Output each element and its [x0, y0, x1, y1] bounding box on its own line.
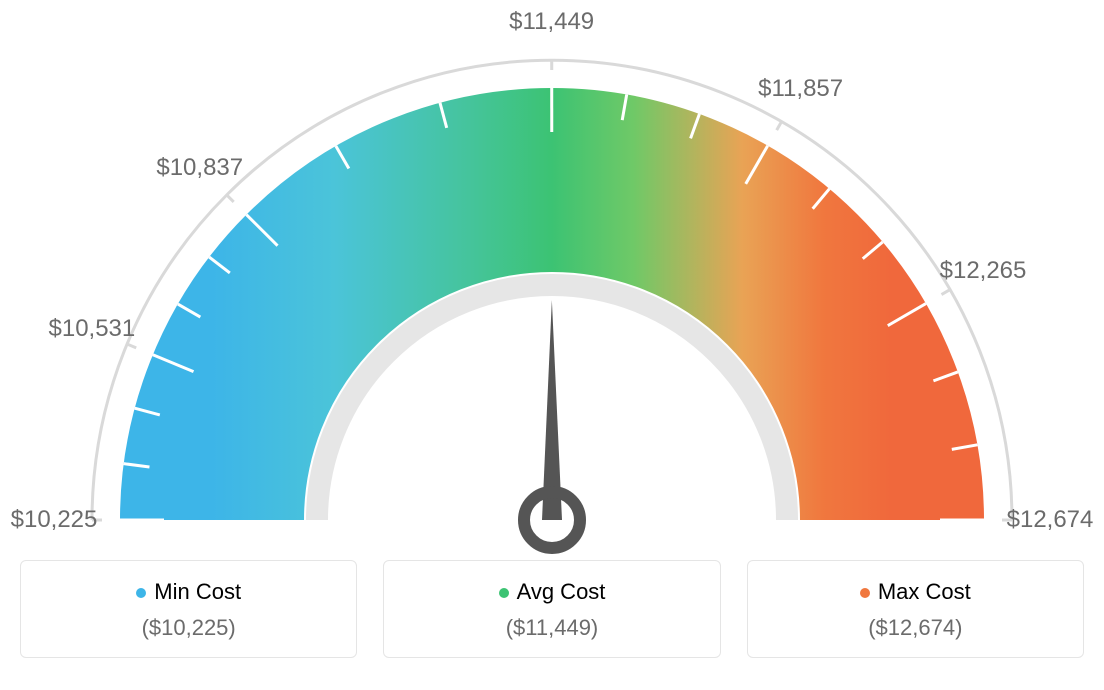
gauge-tick-label: $11,449 — [509, 8, 594, 36]
legend-title-max-text: Max Cost — [878, 579, 971, 604]
gauge-tick-label: $10,531 — [48, 315, 135, 343]
legend-value-avg: ($11,449) — [394, 615, 709, 641]
legend-card-min: Min Cost ($10,225) — [20, 560, 357, 658]
legend-title-min-text: Min Cost — [154, 579, 241, 604]
legend-title-avg: Avg Cost — [394, 579, 709, 605]
gauge-tick-label: $12,674 — [1007, 506, 1094, 534]
legend-value-max: ($12,674) — [758, 615, 1073, 641]
gauge-tick-label: $12,265 — [940, 257, 1027, 285]
gauge-tick-label: $10,837 — [156, 154, 243, 182]
gauge-tick-label: $11,857 — [758, 75, 843, 103]
gauge-svg — [0, 0, 1104, 560]
legend-title-min: Min Cost — [31, 579, 346, 605]
legend-dot-max — [860, 588, 870, 598]
legend-title-avg-text: Avg Cost — [517, 579, 606, 604]
gauge-chart: $10,225 $10,531 $10,837 $11,449 $11,857 $12,2… — [0, 0, 1104, 560]
legend-row: Min Cost ($10,225) Avg Cost ($11,449) Ma… — [0, 560, 1104, 678]
legend-dot-avg — [499, 588, 509, 598]
legend-dot-min — [136, 588, 146, 598]
legend-title-max: Max Cost — [758, 579, 1073, 605]
legend-value-min: ($10,225) — [31, 615, 346, 641]
legend-card-max: Max Cost ($12,674) — [747, 560, 1084, 658]
legend-card-avg: Avg Cost ($11,449) — [383, 560, 720, 658]
gauge-tick-label: $10,225 — [11, 506, 98, 534]
